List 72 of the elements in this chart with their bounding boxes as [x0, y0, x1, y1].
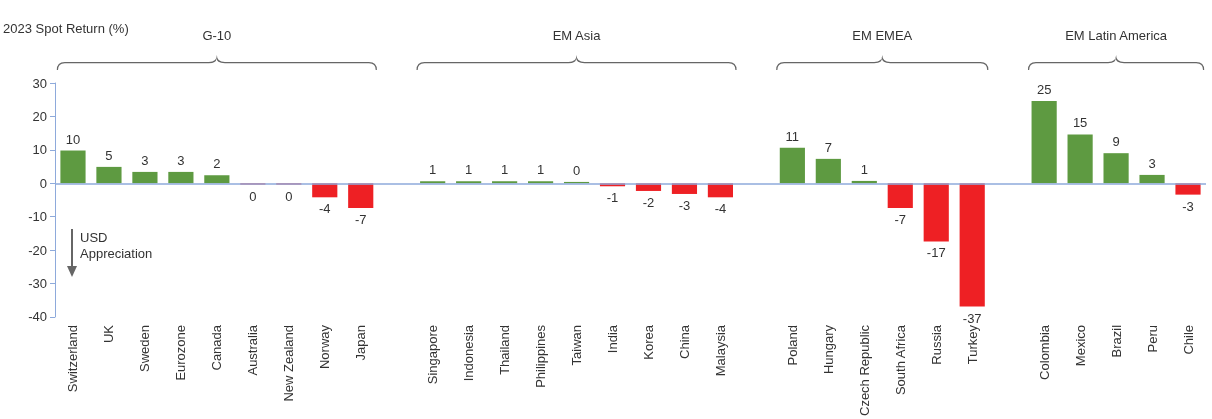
y-axis-title: 2023 Spot Return (%) [3, 21, 129, 36]
data-label: 0 [285, 188, 293, 204]
data-label: -2 [642, 194, 655, 210]
data-label: -4 [714, 201, 727, 217]
data-label: 3 [141, 152, 149, 168]
x-tick-label: Chile [1180, 324, 1196, 355]
y-tick-label: -20 [28, 242, 47, 258]
x-tick-label: Russia [928, 324, 944, 365]
data-label: 2 [213, 156, 221, 172]
y-tick-label: -40 [28, 309, 47, 325]
x-tick-label: Brazil [1108, 324, 1124, 358]
x-tick-label: Malaysia [712, 324, 728, 377]
y-tick-label: 30 [32, 75, 47, 91]
x-tick-label: Japan [353, 324, 369, 361]
x-tick-label: Czech Republic [856, 324, 872, 416]
x-tick-label: Canada [209, 324, 225, 371]
data-label: 1 [536, 162, 545, 178]
x-tick-label: Colombia [1036, 324, 1052, 380]
x-tick-label: South Africa [892, 324, 908, 396]
data-label: -7 [354, 212, 367, 227]
data-label: -7 [894, 212, 907, 227]
x-tick-label: Korea [640, 324, 656, 360]
data-label: 3 [1148, 155, 1156, 171]
data-label: 7 [824, 139, 832, 155]
x-tick-label: Eurozone [173, 324, 189, 381]
data-label: 11 [785, 128, 800, 144]
x-tick-label: Mexico [1072, 324, 1088, 367]
y-tick-label: 20 [32, 108, 47, 124]
data-label: 0 [572, 162, 581, 178]
x-tick-label: Sweden [137, 324, 153, 372]
data-label: 3 [177, 152, 185, 168]
data-label: -4 [318, 201, 331, 217]
x-tick-label: New Zealand [281, 324, 297, 402]
x-tick-label: Switzerland [65, 324, 81, 393]
data-label: 1 [429, 162, 437, 178]
x-tick-label: Norway [317, 324, 333, 370]
data-label: -3 [678, 197, 691, 213]
data-label: -1 [606, 190, 619, 206]
data-label: 0 [249, 188, 257, 204]
data-label: 10 [65, 131, 81, 147]
text: EM EMEA [852, 28, 913, 43]
data-label: 9 [1112, 134, 1120, 150]
data-label: 25 [1036, 82, 1052, 98]
x-tick-label: Indonesia [461, 324, 477, 382]
x-tick-label: Australia [245, 324, 261, 376]
text: EM Latin America [1065, 28, 1168, 43]
text: G-10 [202, 28, 232, 43]
data-label: 1 [860, 161, 868, 177]
data-label: 1 [500, 162, 509, 178]
x-tick-label: UK [101, 324, 117, 344]
y-tick-label: -10 [28, 209, 47, 225]
x-tick-label: Peru [1144, 324, 1160, 353]
annotation: USD Appreciation [80, 230, 153, 261]
data-label: -17 [926, 245, 946, 261]
x-tick-label: India [605, 324, 621, 354]
data-label: 5 [105, 147, 113, 163]
data-label: -37 [962, 310, 982, 326]
x-tick-label: China [676, 324, 692, 359]
y-tick-label: 10 [32, 142, 47, 158]
x-tick-label: Singapore [425, 324, 441, 385]
x-tick-label: Thailand [497, 324, 513, 375]
data-label: -3 [1182, 198, 1194, 214]
x-tick-label: Turkey [964, 324, 980, 365]
x-tick-label: Taiwan [569, 324, 585, 366]
y-tick-label: 0 [39, 175, 47, 191]
data-label: 15 [1072, 115, 1088, 131]
x-tick-label: Hungary [820, 324, 836, 375]
data-label: 1 [465, 162, 473, 178]
x-tick-label: Poland [784, 324, 800, 366]
y-tick-label: -30 [28, 276, 47, 292]
x-tick-label: Philippines [533, 324, 549, 388]
text: EM Asia [552, 28, 602, 43]
